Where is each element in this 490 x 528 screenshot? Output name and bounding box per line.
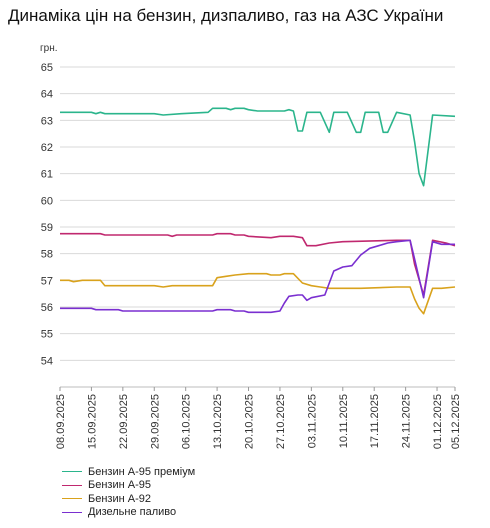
x-tick-label: 22.09.2025 (118, 394, 130, 449)
legend-swatch (62, 471, 82, 473)
legend-item-1: Бензин А-95 преміум (62, 465, 195, 479)
y-tick-label: 58 (41, 249, 53, 261)
series-line-1 (60, 107, 456, 187)
x-tick-label: 06.10.2025 (181, 394, 193, 449)
y-tick-label: 64 (41, 89, 53, 101)
legend-swatch (62, 484, 82, 486)
legend-item-2: Бензин А-95 (62, 479, 195, 493)
legend-label: Бензин А-95 (88, 479, 151, 492)
legend-swatch (62, 511, 82, 513)
x-tick-label: 13.10.2025 (212, 394, 224, 449)
x-tick-label: 24.11.2025 (401, 394, 413, 448)
x-tick-label: 29.09.2025 (149, 394, 161, 449)
y-tick-label: 63 (41, 115, 53, 127)
x-tick-label: 03.11.2025 (306, 394, 318, 448)
grid-lines (60, 66, 455, 361)
x-tick-label: 01.12.2025 (432, 394, 444, 449)
series-line-4 (60, 239, 455, 314)
series-lines (60, 107, 456, 315)
x-tick-label: 08.09.2025 (55, 394, 67, 449)
legend-label: Бензин А-92 (88, 492, 151, 505)
series-line-2 (60, 232, 456, 296)
y-tick-label: 61 (41, 169, 53, 181)
series-line-3 (60, 272, 456, 315)
chart-title: Динаміка цін на бензин, дизпаливо, газ н… (8, 6, 444, 25)
y-axis-ticks: 54 55 56 57 58 59 60 61 62 63 64 65 (41, 62, 53, 367)
y-axis-label: грн. (40, 43, 58, 54)
x-tick-label: 10.11.2025 (338, 394, 350, 448)
legend-label: Дизельне паливо (88, 506, 177, 519)
y-tick-label: 65 (41, 62, 53, 74)
legend-swatch (62, 498, 82, 500)
legend-item-4: Дизельне паливо (62, 506, 195, 520)
y-tick-label: 57 (41, 275, 53, 287)
y-tick-label: 55 (41, 329, 53, 341)
x-tick-label: 17.11.2025 (369, 394, 381, 448)
legend-item-3: Бензин А-92 (62, 492, 195, 506)
x-axis: 08.09.2025 15.09.2025 22.09.2025 29.09.2025… (55, 386, 462, 449)
y-tick-label: 60 (41, 195, 53, 207)
y-tick-label: 54 (41, 355, 53, 367)
y-tick-label: 56 (41, 302, 53, 314)
legend-label: Бензин А-95 преміум (88, 465, 196, 478)
y-tick-label: 59 (41, 222, 53, 234)
line-chart: 54 55 56 57 58 59 60 61 62 63 64 65 08.09.2025 15.09… (40, 43, 462, 449)
x-tick-label: 15.09.2025 (86, 394, 98, 449)
x-tick-label: 05.12.2025 (450, 394, 462, 449)
x-tick-label: 27.10.2025 (275, 394, 287, 449)
y-tick-label: 62 (41, 142, 53, 154)
x-tick-label: 20.10.2025 (244, 394, 256, 449)
legend: Бензин А-95 преміум Бензин А-95 Бензин А-9… (62, 465, 195, 519)
